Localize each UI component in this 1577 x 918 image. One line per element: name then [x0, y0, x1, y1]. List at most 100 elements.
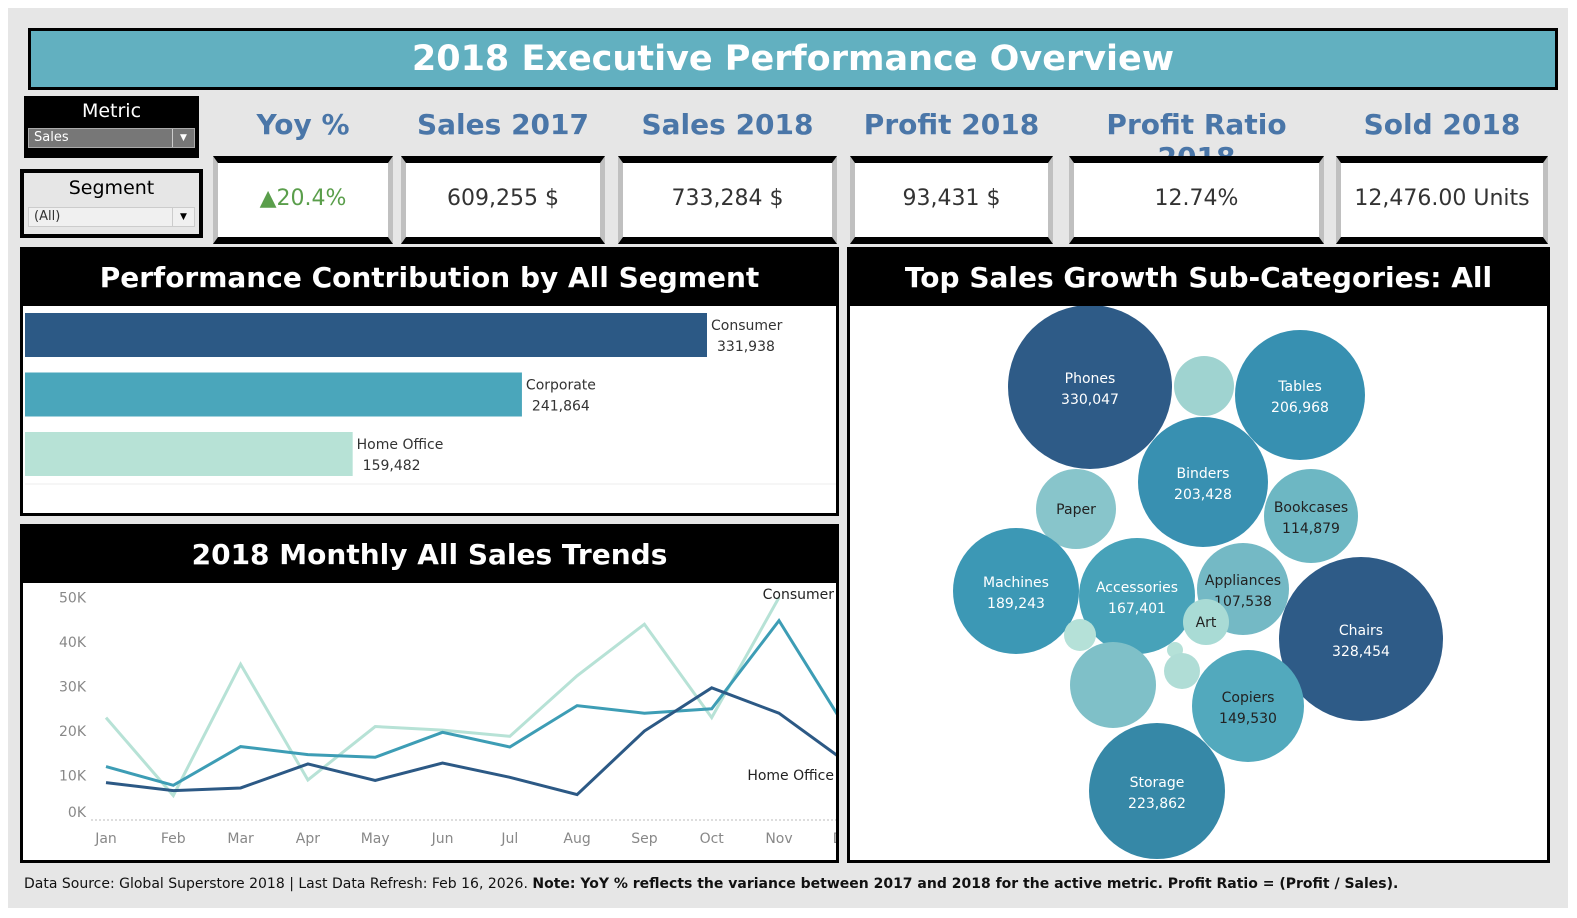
kpi-card: 12,476.00 Units [1336, 156, 1548, 244]
x-tick-label: Feb [161, 831, 186, 847]
segment-label: Segment [68, 177, 155, 199]
y-tick-label: 20K [59, 724, 87, 740]
bubble-value: 107,538 [1214, 594, 1272, 610]
panel-title: Performance Contribution by All Segment [23, 250, 836, 306]
bar-value-label: 331,938 [717, 339, 775, 355]
bubble-value: 223,862 [1128, 796, 1186, 812]
metric-value: Sales [34, 130, 69, 145]
series-line-consumer[interactable] [104, 596, 781, 799]
bubble-chairs[interactable] [1279, 557, 1443, 721]
bubble-name: Appliances [1205, 573, 1281, 589]
bar-category-label: Home Office [357, 437, 444, 453]
kpi-value: 12,476.00 Units [1354, 186, 1530, 211]
bubble-name: Bookcases [1274, 500, 1348, 516]
y-tick-label: 40K [59, 635, 87, 651]
x-tick-label: Aug [563, 831, 590, 847]
bar-value-label: 159,482 [363, 458, 421, 474]
footer-note: Note: YoY % reflects the variance betwee… [532, 876, 1399, 892]
kpi-label: Sales 2017 [417, 108, 589, 141]
bubble-value: 114,879 [1282, 521, 1340, 537]
bubble-value: 149,530 [1219, 711, 1277, 727]
bubble-unlabeled[interactable] [1070, 642, 1156, 728]
series-line-corporate[interactable] [105, 618, 848, 787]
bubble-binders[interactable] [1138, 417, 1268, 547]
segment-value: (All) [34, 209, 61, 224]
bar-category-label: Consumer [711, 318, 783, 334]
x-tick-label: Nov [765, 831, 792, 847]
kpi-label: Sold 2018 [1363, 108, 1521, 141]
bubble-value: 206,968 [1271, 400, 1329, 416]
kpi-label: Profit 2018 [863, 108, 1040, 141]
x-tick-label: Jan [94, 831, 117, 847]
bubble-value: 189,243 [987, 596, 1045, 612]
metric-label: Metric [81, 100, 142, 122]
y-tick-label: 10K [59, 769, 87, 785]
monthly-trend-panel: 2018 Monthly All Sales Trends 0K 10K 20K 30… [20, 524, 860, 863]
segment-contribution-panel: Performance Contribution by All Segment … [20, 247, 839, 516]
bubble-unlabeled[interactable] [1164, 653, 1200, 689]
bubble-unlabeled[interactable] [1064, 619, 1096, 651]
bubble-name: Paper [1056, 502, 1096, 518]
bar-corporate[interactable] [25, 372, 522, 417]
subcategory-bubble-chart: Phones 330,047 Tables 206,968 Binders 203,428… [953, 305, 1443, 859]
bubble-name: Storage [1130, 775, 1185, 791]
bubble-name: Phones [1065, 371, 1116, 387]
series-label: Consumer [763, 587, 835, 603]
bubble-value: 328,454 [1332, 644, 1390, 660]
kpi-card: 12.74% [1069, 156, 1324, 244]
segment-filter: Segment (All) ▼ [20, 169, 203, 238]
triangle-up-icon: ▲ [259, 186, 277, 211]
kpi-value: 733,284 $ [671, 186, 784, 211]
kpi-value: 609,255 $ [447, 186, 559, 211]
bar-consumer[interactable] [25, 313, 707, 357]
x-tick-label: Jun [431, 831, 454, 847]
bar-category-label: Corporate [526, 378, 596, 394]
chevron-down-icon: ▼ [172, 129, 194, 147]
bubble-tables[interactable] [1235, 330, 1365, 460]
segment-dropdown[interactable]: (All) ▼ [28, 207, 195, 227]
bubble-unlabeled[interactable] [1174, 356, 1234, 416]
bubble-phones[interactable] [1008, 305, 1172, 469]
kpi-value: 12.74% [1154, 186, 1239, 211]
chevron-down-icon: ▼ [172, 208, 194, 226]
monthly-line-chart: 0K 10K 20K 30K 40K 50K Jan Feb Mar Apr May Jun Jul Au… [59, 587, 860, 847]
bubble-bookcases[interactable] [1264, 469, 1358, 563]
bubble-copiers[interactable] [1192, 650, 1304, 762]
kpi-card: 93,431 $ [850, 156, 1053, 244]
bubble-paper[interactable] [1036, 469, 1116, 549]
series-line-home-office[interactable] [105, 686, 848, 797]
x-tick-label: Oct [700, 831, 725, 847]
y-tick-label: 30K [59, 680, 87, 696]
x-tick-label: Apr [296, 831, 320, 847]
bubble-value: 330,047 [1061, 392, 1119, 408]
bar-value-label: 241,864 [532, 399, 590, 415]
subcategory-growth-panel: Top Sales Growth Sub-Categories: All Pho… [847, 247, 1550, 863]
footer-source: Data Source: Global Superstore 2018 | La… [24, 876, 533, 892]
y-tick-label: 0K [68, 805, 87, 821]
kpi-value: 93,431 $ [902, 186, 1001, 211]
x-tick-label: Dec [833, 831, 836, 847]
kpi-card: 733,284 $ [618, 156, 837, 244]
x-tick-label: Mar [227, 831, 254, 847]
dashboard: 2018 Executive Performance Overview Metr… [8, 8, 1568, 908]
bubble-accessories[interactable] [1079, 538, 1195, 654]
bubble-art[interactable] [1183, 599, 1229, 645]
dashboard-title: 2018 Executive Performance Overview [28, 28, 1558, 90]
panel-title: Top Sales Growth Sub-Categories: All [850, 250, 1547, 306]
x-tick-label: Jul [500, 831, 518, 847]
footer: Data Source: Global Superstore 2018 | La… [24, 876, 1398, 892]
bubble-name: Machines [983, 575, 1049, 591]
bubble-machines[interactable] [953, 528, 1079, 654]
kpi-label: Yoy % [256, 108, 350, 141]
kpi-card: 609,255 $ [401, 156, 605, 244]
x-tick-label: Sep [631, 831, 658, 847]
bar-home-office[interactable] [25, 432, 353, 476]
series-label: Home Office [747, 768, 834, 784]
kpi-label: Sales 2018 [641, 108, 814, 141]
bubble-value: 167,401 [1108, 601, 1166, 617]
bubble-storage[interactable] [1089, 723, 1225, 859]
kpi-value: 20.4% [276, 186, 347, 211]
panel-title: 2018 Monthly All Sales Trends [23, 527, 836, 583]
kpi-card: ▲20.4% [213, 156, 393, 244]
metric-dropdown[interactable]: Sales ▼ [28, 128, 195, 148]
